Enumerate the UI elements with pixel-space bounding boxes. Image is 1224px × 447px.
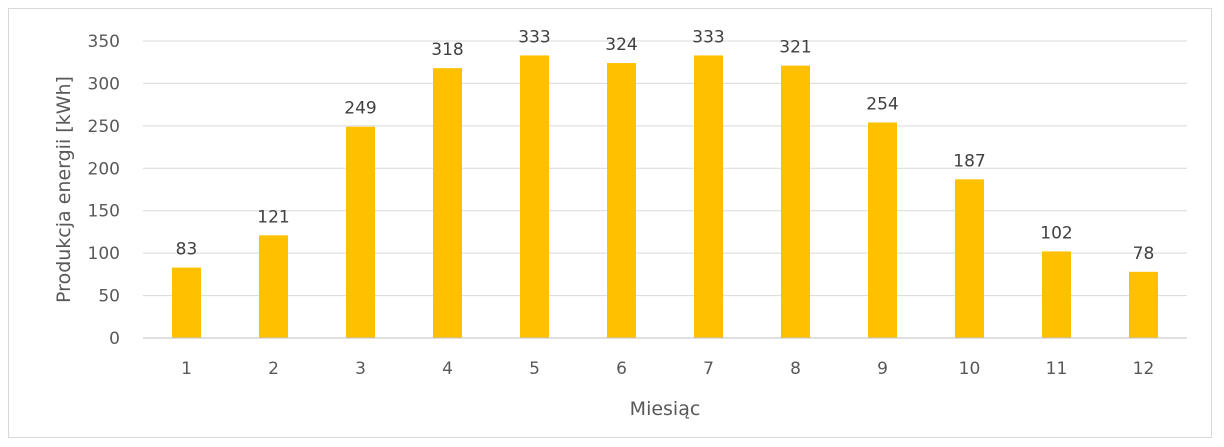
data-labels: 83 121 249 318 333 324 333 321 254 187 102 78 bbox=[176, 27, 1155, 263]
bar bbox=[694, 55, 723, 338]
x-tick-label: 1 bbox=[181, 359, 192, 379]
bars bbox=[172, 55, 1158, 338]
x-tick-label: 7 bbox=[703, 359, 714, 379]
y-tick-label: 100 bbox=[88, 244, 120, 264]
data-label: 333 bbox=[518, 27, 550, 47]
y-tick-label: 350 bbox=[88, 32, 120, 52]
data-label: 121 bbox=[257, 207, 289, 227]
bar bbox=[1042, 251, 1071, 338]
data-label: 102 bbox=[1040, 223, 1072, 243]
x-tick-label: 9 bbox=[877, 359, 888, 379]
y-axis-ticks: 0 50 100 150 200 250 300 350 bbox=[88, 32, 120, 349]
x-tick-label: 11 bbox=[1046, 359, 1068, 379]
y-tick-label: 150 bbox=[88, 202, 120, 222]
x-tick-label: 6 bbox=[616, 359, 627, 379]
x-tick-label: 8 bbox=[790, 359, 801, 379]
bar bbox=[868, 122, 897, 338]
x-axis-ticks: 1 2 3 4 5 6 7 8 9 10 11 12 bbox=[181, 359, 1154, 379]
bar bbox=[607, 63, 636, 338]
x-tick-label: 4 bbox=[442, 359, 453, 379]
x-tick-label: 2 bbox=[268, 359, 279, 379]
data-label: 333 bbox=[692, 27, 724, 47]
y-tick-label: 300 bbox=[88, 74, 120, 94]
y-tick-label: 0 bbox=[109, 329, 120, 349]
bar bbox=[1129, 271, 1158, 338]
bar bbox=[520, 55, 549, 338]
bar bbox=[259, 235, 288, 338]
data-label: 83 bbox=[176, 240, 198, 260]
data-label: 324 bbox=[605, 35, 637, 55]
y-axis-title: Produkcja energii [kWh] bbox=[53, 76, 75, 303]
gridlines bbox=[143, 40, 1187, 297]
x-tick-label: 3 bbox=[355, 359, 366, 379]
x-tick-label: 10 bbox=[959, 359, 981, 379]
x-tick-label: 5 bbox=[529, 359, 540, 379]
y-tick-label: 50 bbox=[98, 287, 120, 307]
data-label: 318 bbox=[431, 40, 463, 60]
bar bbox=[346, 126, 375, 338]
bar bbox=[955, 179, 984, 338]
data-label: 254 bbox=[866, 94, 898, 114]
data-label: 321 bbox=[779, 38, 811, 58]
data-label: 249 bbox=[344, 99, 376, 119]
y-tick-label: 250 bbox=[88, 117, 120, 137]
x-tick-label: 12 bbox=[1133, 359, 1155, 379]
bar bbox=[781, 65, 810, 338]
bar bbox=[433, 68, 462, 338]
data-label: 78 bbox=[1133, 244, 1155, 264]
y-tick-label: 200 bbox=[88, 159, 120, 179]
x-axis-title: Miesiąc bbox=[630, 398, 701, 420]
bar bbox=[172, 267, 201, 338]
data-label: 187 bbox=[953, 151, 985, 171]
